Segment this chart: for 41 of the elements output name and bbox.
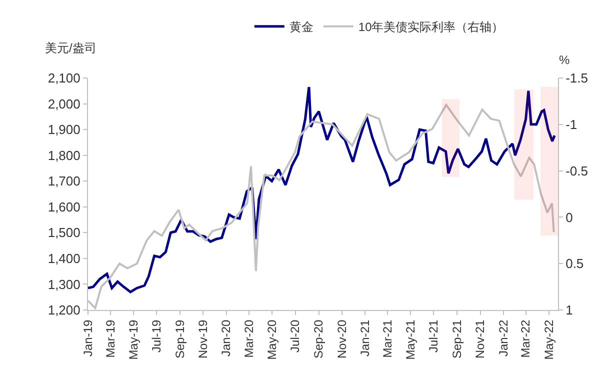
y2-tick-label: 1 [566,302,573,318]
y2-tick-label: -1.5 [566,70,588,86]
y-tick-label: 1,500 [48,225,80,240]
x-tick-label: Nov-19 [196,319,210,358]
x-tick-label: May-21 [403,319,418,360]
x-tick-label: Mar-22 [518,319,533,358]
y2-tick-label: -1 [566,116,578,132]
y2-tick-label: -0.5 [566,163,588,178]
x-tick-label: Jan-19 [80,319,95,357]
y-tick-label: 1,300 [48,276,80,292]
x-tick-label: Mar-19 [103,319,118,358]
x-tick-label: Jul-21 [426,319,441,352]
x-tick-label: Jul-19 [150,319,164,352]
x-tick-label: Sep-19 [173,319,187,359]
x-tick-label: Nov-20 [334,319,349,358]
x-tick-label: Mar-21 [380,319,394,358]
x-tick-label: Nov-21 [473,319,488,358]
x-tick-label: Sep-20 [312,319,326,359]
x-tick-label: Jan-20 [219,319,234,357]
x-tick-label: Sep-21 [450,319,464,359]
y-tick-label: 2,000 [48,96,80,112]
y-tick-label: 1,400 [48,250,80,266]
y-tick-label: 1,600 [48,199,80,214]
y-tick-label: 1,700 [48,174,80,189]
x-tick-label: Mar-20 [242,319,256,358]
legend-label: 10年美债实际利率（右轴） [358,20,504,34]
y-tick-label: 2,100 [48,70,80,86]
y-tick-label: 1,900 [48,122,80,138]
y2-tick-label: 0 [566,210,573,225]
y2-axis-title: % [559,53,570,67]
x-tick-label: May-22 [542,319,556,360]
y-tick-label: 1,200 [48,302,80,318]
x-tick-label: May-19 [126,319,140,360]
y-tick-label: 1,800 [48,148,80,163]
legend-label: 黄金 [289,20,314,34]
x-tick-label: Jan-22 [496,319,510,357]
y2-tick-label: 0.5 [566,256,584,272]
x-tick-label: Jan-21 [358,319,372,357]
y-axis-title: 美元/盎司 [45,41,96,55]
x-tick-label: Jul-20 [288,319,302,352]
x-tick-label: May-20 [265,319,280,360]
